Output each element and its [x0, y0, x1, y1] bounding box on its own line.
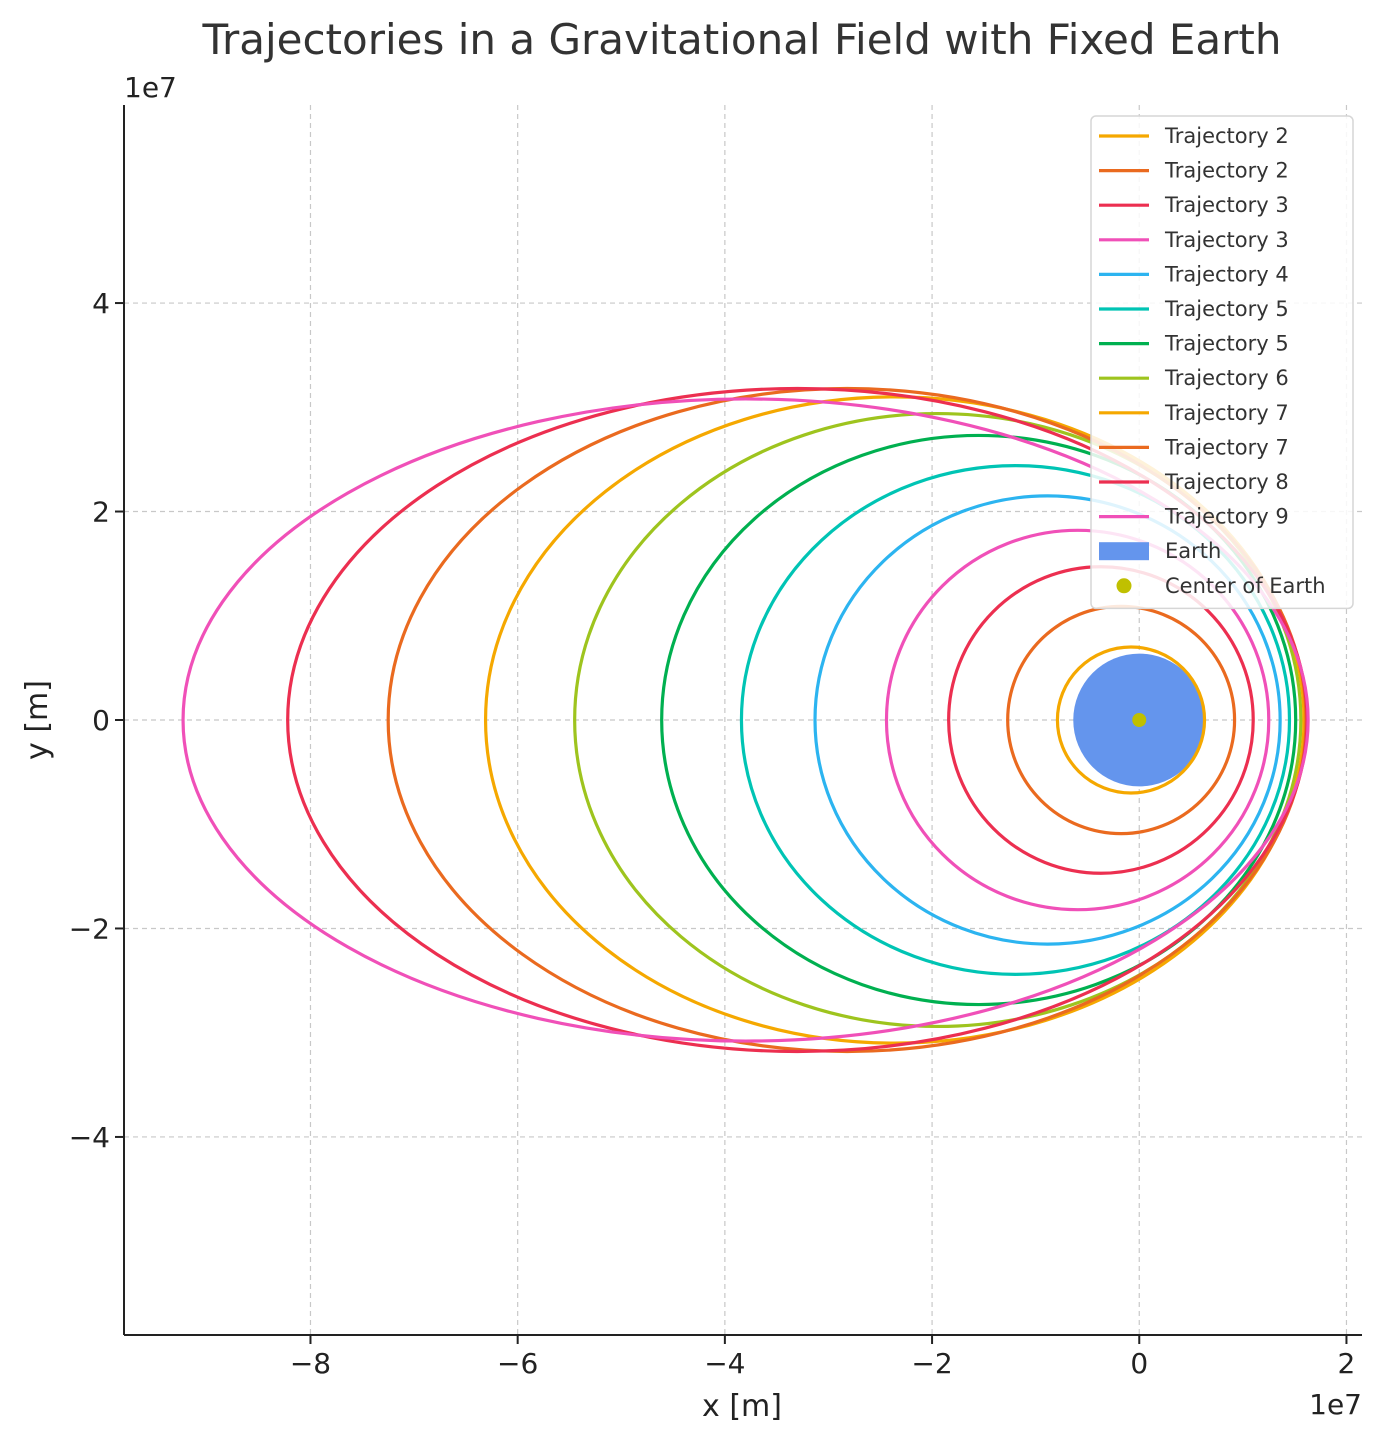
legend-item-trajectory-9: Trajectory 7 — [1099, 401, 1289, 425]
y-axis-label: y [m] — [20, 680, 55, 760]
x-axis-offset-label: 1e7 — [1309, 1388, 1362, 1421]
legend-item-trajectory-1: Trajectory 2 — [1099, 124, 1289, 148]
legend-label: Earth — [1165, 539, 1221, 563]
legend-item-trajectory-6: Trajectory 5 — [1099, 297, 1289, 321]
center-of-earth-marker — [1132, 713, 1147, 727]
legend-label: Trajectory 9 — [1164, 505, 1289, 529]
legend-frame — [1090, 115, 1354, 610]
x-axis-ticks: −8 −6 −4 −2 0 2 — [290, 1335, 1356, 1380]
legend-item-trajectory-4: Trajectory 3 — [1099, 228, 1289, 252]
trajectory-line-6 — [739, 464, 1292, 976]
legend-swatch — [1116, 578, 1132, 594]
x-axis-label: x [m] — [702, 1389, 782, 1424]
legend-label: Trajectory 5 — [1164, 332, 1289, 356]
trajectory-line-5 — [813, 494, 1282, 946]
y-axis-ticks: 4 2 0 −2 −4 — [69, 287, 124, 1154]
legend-label: Trajectory 5 — [1164, 297, 1289, 321]
legend-item-trajectory-3: Trajectory 3 — [1099, 193, 1289, 217]
legend-label: Trajectory 6 — [1164, 366, 1289, 390]
y-tick-label-1: 2 — [92, 496, 110, 529]
legend-label: Center of Earth — [1165, 574, 1326, 598]
legend-label: Trajectory 7 — [1164, 435, 1289, 459]
legend-label: Trajectory 3 — [1164, 228, 1289, 252]
legend-item-earth: Earth — [1099, 539, 1221, 563]
x-tick-label-1: −6 — [497, 1347, 538, 1380]
legend-item-center-of-earth: Center of Earth — [1116, 574, 1326, 598]
legend-label: Trajectory 8 — [1164, 470, 1289, 494]
legend-label: Trajectory 2 — [1164, 159, 1289, 183]
legend-label: Trajectory 2 — [1164, 124, 1289, 148]
y-axis-offset-label: 1e7 — [124, 71, 177, 104]
trajectory-line-7 — [660, 433, 1298, 1007]
chart-title: Trajectories in a Gravitational Field wi… — [201, 15, 1281, 64]
x-tick-label-3: −2 — [911, 1347, 952, 1380]
legend-item-trajectory-10: Trajectory 7 — [1099, 435, 1289, 459]
x-tick-label-4: 0 — [1130, 1347, 1148, 1380]
x-tick-label-5: 2 — [1338, 1347, 1356, 1380]
trajectory-line-1 — [1055, 645, 1207, 795]
y-tick-label-3: −2 — [69, 912, 110, 945]
plot-area — [181, 386, 1310, 1054]
legend-item-trajectory-11: Trajectory 8 — [1099, 470, 1289, 494]
trajectory-line-4 — [884, 528, 1271, 912]
legend-item-trajectory-8: Trajectory 6 — [1099, 366, 1289, 390]
legend-swatch — [1099, 542, 1149, 561]
x-tick-label-0: −8 — [290, 1347, 331, 1380]
legend-item-trajectory-7: Trajectory 5 — [1099, 332, 1289, 356]
legend-item-trajectory-2: Trajectory 2 — [1099, 159, 1289, 183]
trajectory-line-8 — [573, 411, 1303, 1029]
trajectory-line-9 — [483, 395, 1306, 1045]
trajectory-line-12 — [181, 397, 1310, 1043]
legend-label: Trajectory 7 — [1164, 401, 1289, 425]
legend-label: Trajectory 3 — [1164, 193, 1289, 217]
y-tick-label-2: 0 — [92, 704, 110, 737]
x-tick-label-2: −4 — [704, 1347, 745, 1380]
legend-item-trajectory-5: Trajectory 4 — [1099, 262, 1289, 286]
y-tick-label-0: 4 — [92, 287, 110, 320]
legend-item-trajectory-12: Trajectory 9 — [1099, 505, 1289, 529]
legend: Trajectory 2 Trajectory 2 Trajectory 3 Traj… — [1090, 115, 1354, 610]
y-tick-label-4: −4 — [69, 1121, 110, 1154]
legend-label: Trajectory 4 — [1164, 262, 1289, 286]
